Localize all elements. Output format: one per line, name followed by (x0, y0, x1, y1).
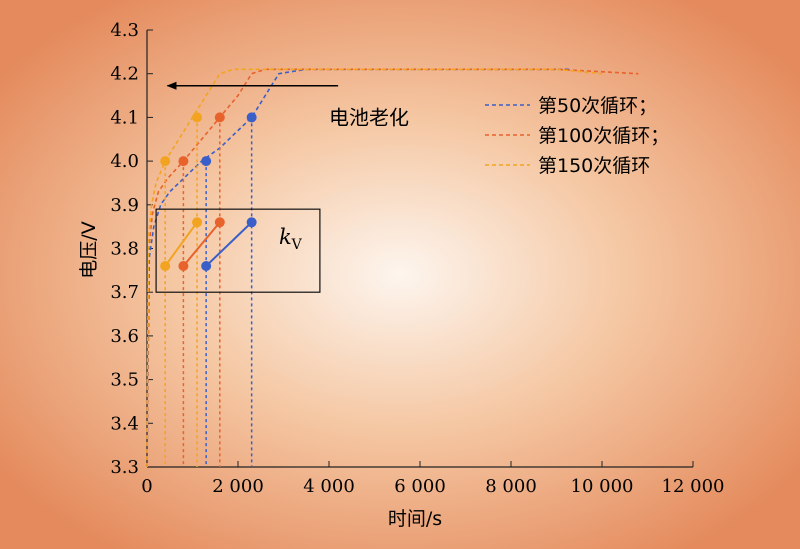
legend-label-2: 第150次循环 (538, 155, 650, 177)
y-tick-label: 3.7 (110, 282, 139, 303)
slope-line (164, 221, 198, 267)
data-marker (160, 156, 171, 167)
slope-end-point (246, 217, 257, 228)
x-tick-label: 0 (141, 476, 152, 497)
slope-line (205, 221, 253, 267)
y-tick-label: 3.3 (110, 457, 139, 478)
slope-start-point (178, 260, 189, 271)
y-tick-label: 3.6 (110, 326, 139, 347)
y-tick-label: 3.9 (110, 195, 139, 216)
slope-start-point (201, 260, 212, 271)
slope-end-point (214, 217, 225, 228)
data-marker (178, 156, 189, 167)
y-axis-label: 电压/V (78, 221, 100, 278)
y-tick-label: 4.0 (110, 151, 139, 172)
series-line-2 (146, 68, 603, 468)
x-tick-label: 12 000 (662, 476, 725, 497)
slope-label-letter: k (279, 225, 292, 249)
y-tick-label: 4.3 (110, 20, 139, 41)
inset-layer: kV (155, 208, 321, 293)
data-marker (246, 112, 257, 123)
legend: 第50次循环； 第100次循环； 第150次循环 (485, 95, 669, 177)
x-tick-label: 4 000 (303, 476, 355, 497)
annotation-layer: 电池老化 (166, 81, 409, 129)
y-tick-label: 4.1 (110, 107, 139, 128)
axes: 0 2 000 4 000 6 000 8 000 10 000 12 000 3.3 3.4 3… (110, 20, 724, 497)
x-tick-label: 8 000 (485, 476, 537, 497)
x-tick-label: 10 000 (571, 476, 634, 497)
x-tick-label: 6 000 (394, 476, 446, 497)
inset-box (155, 208, 321, 293)
aging-annotation-text: 电池老化 (329, 105, 409, 129)
data-marker (192, 112, 203, 123)
series-layer (146, 68, 639, 468)
legend-label-0: 第50次循环； (538, 95, 657, 117)
y-tick-label: 3.8 (110, 239, 139, 260)
slope-start-point (160, 260, 171, 271)
x-axis-label: 时间/s (388, 508, 442, 530)
slope-end-point (192, 217, 203, 228)
slope-label-subscript: V (291, 237, 303, 253)
y-tick-label: 4.2 (110, 64, 139, 85)
slope-line (182, 221, 221, 267)
data-marker (201, 156, 212, 167)
data-marker (214, 112, 225, 123)
legend-label-1: 第100次循环； (538, 125, 669, 147)
y-tick-label: 3.4 (110, 413, 139, 434)
y-tick-label: 3.5 (110, 370, 139, 391)
x-tick-label: 2 000 (212, 476, 264, 497)
slope-label: kV (279, 225, 303, 253)
